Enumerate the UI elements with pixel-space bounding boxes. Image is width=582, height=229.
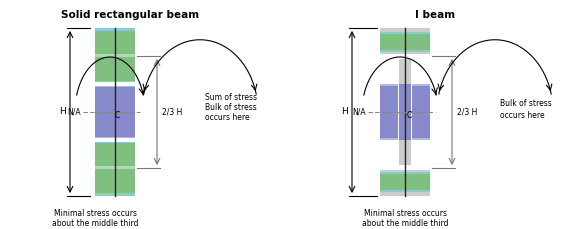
Bar (380, 50, 430, 52)
Bar (380, 84, 398, 86)
Bar (380, 165, 430, 170)
Bar (380, 32, 430, 34)
Bar (380, 84, 398, 140)
Bar (380, 138, 398, 140)
Text: Solid rectangular beam: Solid rectangular beam (61, 10, 199, 20)
Bar (95, 140, 135, 143)
Bar (95, 82, 135, 86)
Bar (95, 137, 135, 140)
Bar (95, 28, 135, 31)
Bar (399, 56, 411, 168)
Text: occurs here: occurs here (205, 112, 250, 122)
Bar (95, 81, 135, 84)
Bar (380, 172, 430, 192)
Bar (95, 28, 135, 196)
Bar (95, 166, 135, 169)
Text: Bulk of stress: Bulk of stress (205, 103, 257, 112)
Bar (95, 84, 135, 87)
Text: about the middle third: about the middle third (362, 218, 448, 227)
Bar (380, 190, 430, 192)
Text: about the middle third: about the middle third (52, 218, 139, 227)
Text: Sum of stress: Sum of stress (205, 93, 257, 101)
Bar (412, 138, 430, 140)
Bar (399, 84, 411, 140)
Text: Minimal stress occurs: Minimal stress occurs (364, 208, 446, 218)
Bar (380, 28, 430, 56)
Bar (95, 84, 135, 140)
Bar (95, 140, 135, 196)
Bar (380, 168, 430, 196)
Bar (95, 193, 135, 196)
Text: N/A: N/A (68, 107, 81, 117)
Bar (95, 28, 135, 84)
Bar (95, 138, 135, 142)
Text: Bulk of stress: Bulk of stress (500, 99, 552, 109)
Bar (380, 54, 430, 59)
Bar (412, 84, 430, 86)
Bar (412, 84, 430, 140)
Text: C: C (115, 112, 120, 120)
Text: 2/3 H: 2/3 H (457, 107, 477, 117)
Bar (95, 54, 135, 57)
Bar (380, 172, 430, 174)
Text: Minimal stress occurs: Minimal stress occurs (54, 208, 137, 218)
Text: occurs here: occurs here (500, 111, 545, 120)
Bar (380, 32, 430, 52)
Text: I beam: I beam (415, 10, 455, 20)
Text: C: C (406, 112, 411, 120)
Text: H: H (59, 107, 65, 117)
Text: 2/3 H: 2/3 H (162, 107, 182, 117)
Text: H: H (340, 107, 347, 117)
Text: N/A: N/A (352, 107, 366, 117)
